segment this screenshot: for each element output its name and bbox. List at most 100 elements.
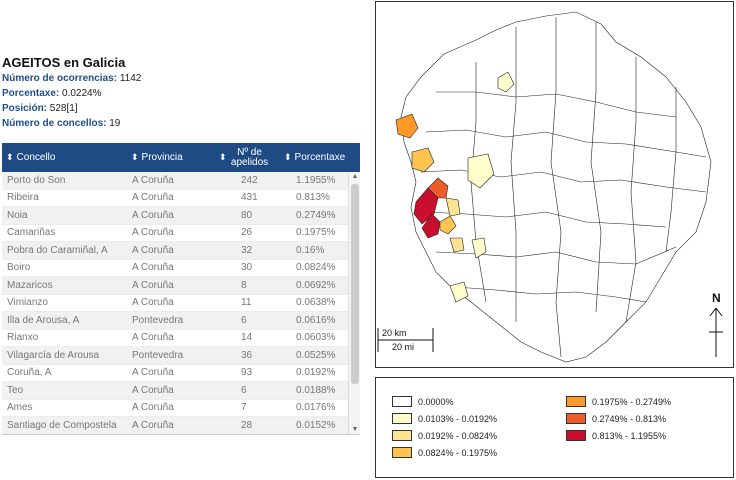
cell-provincia: Pontevedra [132,314,184,326]
region-ribeira [421,213,441,239]
cell-apelidos: 6 [241,314,247,326]
cell-apelidos: 8 [241,279,247,291]
cell-porcentaxe: 1.1955% [296,174,336,186]
table-row[interactable]: Rianxo A Coruña 14 0.0603% [2,329,360,347]
legend-item: 0.0192% - 0.0824% [392,430,497,441]
cell-concello: Boiro [7,262,31,274]
cell-porcentaxe: 0.0824% [296,262,336,274]
table-row[interactable]: Boiro A Coruña 30 0.0824% [2,259,360,277]
cell-provincia: A Coruña [132,244,174,256]
column-header-porcentaxe[interactable]: ⬍ Porcentaxe [280,143,360,172]
position-label: Posición: [2,103,48,114]
table-row[interactable]: Pobra do Caramiñal, A A Coruña 32 0.16% [2,242,360,260]
table-row[interactable]: Coruña, A A Coruña 93 0.0192% [2,364,360,382]
legend-item: 0.1975% - 0.2749% [566,396,671,407]
region-coruna [497,71,515,93]
cell-provincia: A Coruña [132,384,174,396]
legend-label: 0.0103% - 0.0192% [418,413,498,424]
table-header: ⬍ Concello ⬍ Provincia ⬍ Nº de apelidos ⬍ Po… [2,143,360,172]
cell-concello: Porto do Son [7,174,66,186]
cell-porcentaxe: 0.1975% [296,227,336,239]
legend-swatch [392,413,412,424]
table-row[interactable]: Camariñas A Coruña 26 0.1975% [2,224,360,242]
page-title: AGEITOS en Galicia [2,55,126,70]
table-row[interactable]: Mazaricos A Coruña 8 0.0692% [2,277,360,295]
table-row[interactable]: Noia A Coruña 80 0.2749% [2,207,360,225]
north-label: N [712,291,721,305]
galicia-outline [400,11,712,363]
table-row[interactable]: Teo A Coruña 6 0.0188% [2,382,360,400]
table-row[interactable]: Illa de Arousa, A Pontevedra 6 0.0616% [2,312,360,330]
scale-mi-label: 20 mi [392,342,414,352]
legend-item: 0.0824% - 0.1975% [392,447,497,458]
cell-provincia: A Coruña [132,332,174,344]
column-header-label: Concello [16,152,56,163]
cell-porcentaxe: 0.0192% [296,367,336,379]
cell-concello: Noia [7,209,28,221]
occurrences-label: Número de ocorrencias: [2,73,118,84]
galicia-map[interactable]: 20 km 20 mi N [376,2,734,368]
map-panel[interactable]: 20 km 20 mi N [375,1,734,368]
cell-provincia: A Coruña [132,227,174,239]
table-row[interactable]: Santiago de Compostela A Coruña 28 0.0152% [2,417,360,434]
column-header-apelidos[interactable]: ⬍ Nº de apelidos [215,143,280,172]
legend-item: 0.2749% - 0.813% [566,413,666,424]
legend-swatch [392,396,412,407]
percentage-value: 0.0224% [62,88,102,99]
legend-label: 0.0824% - 0.1975% [418,447,498,458]
legend-item: 0.0000% [392,396,454,407]
cell-concello: Vimianzo [7,297,48,309]
legend-label: 0.2749% - 0.813% [592,413,667,424]
cell-provincia: A Coruña [132,174,174,186]
position-row: Posición: 528[1] [2,101,362,116]
table-row[interactable]: Ribeira A Coruña 431 0.813% [2,189,360,207]
scroll-up-icon[interactable]: ▲ [351,173,359,180]
column-header-label: Provincia [141,152,183,163]
occurrences-row: Número de ocorrencias: 1142 [2,71,362,86]
cell-provincia: A Coruña [132,419,174,431]
cell-provincia: A Coruña [132,402,174,414]
region-vimianzo [411,147,435,173]
sort-icon: ⬍ [284,152,292,162]
cell-porcentaxe: 0.2749% [296,209,336,221]
legend-swatch [566,396,586,407]
cell-concello: Camariñas [7,227,56,239]
cell-apelidos: 32 [241,244,253,256]
table-row[interactable]: Vilagarcía de Arousa Pontevedra 36 0.0525% [2,347,360,365]
cell-porcentaxe: 0.0176% [296,402,336,414]
table-row[interactable]: Vimianzo A Coruña 11 0.0638% [2,294,360,312]
cell-apelidos: 30 [241,262,253,274]
cell-provincia: A Coruña [132,209,174,221]
cell-apelidos: 6 [241,384,247,396]
table-rows: Porto do Son A Coruña 242 1.1955% Ribeira A C… [2,172,360,436]
table-scrollbar[interactable]: ▲ ▼ [348,172,360,434]
table-row[interactable]: Porto do Son A Coruña 242 1.1955% [2,172,360,190]
region-teo [471,237,487,259]
region-noia [427,177,449,199]
column-header-label: Nº de apelidos [230,146,269,168]
cell-porcentaxe: 0.0188% [296,384,336,396]
region-arousa [449,237,465,253]
column-header-provincia[interactable]: ⬍ Provincia [127,143,215,172]
legend-swatch [566,430,586,441]
scrollbar-thumb[interactable] [351,184,359,384]
cell-apelidos: 36 [241,349,253,361]
region-santiago [467,153,495,189]
legend-label: 0.0000% [418,396,454,407]
region-camarinas [395,113,419,139]
legend-label: 0.1975% - 0.2749% [592,396,672,407]
sort-icon: ⬍ [6,152,14,162]
surname-table: ⬍ Concello ⬍ Provincia ⬍ Nº de apelidos ⬍ Po… [2,143,360,435]
cell-provincia: A Coruña [132,192,174,204]
cell-apelidos: 14 [241,332,253,344]
scroll-down-icon[interactable]: ▼ [351,426,359,433]
column-header-concello[interactable]: ⬍ Concello [2,143,127,172]
municipalities-row: Número de concellos: 19 [2,116,362,131]
cell-porcentaxe: 0.0616% [296,314,336,326]
table-row[interactable]: Ames A Coruña 7 0.0176% [2,399,360,417]
legend-item: 0.813% - 1.1955% [566,430,666,441]
cell-apelidos: 11 [241,297,252,309]
municipalities-label: Número de concellos: [2,118,107,129]
sort-icon: ⬍ [219,152,227,162]
